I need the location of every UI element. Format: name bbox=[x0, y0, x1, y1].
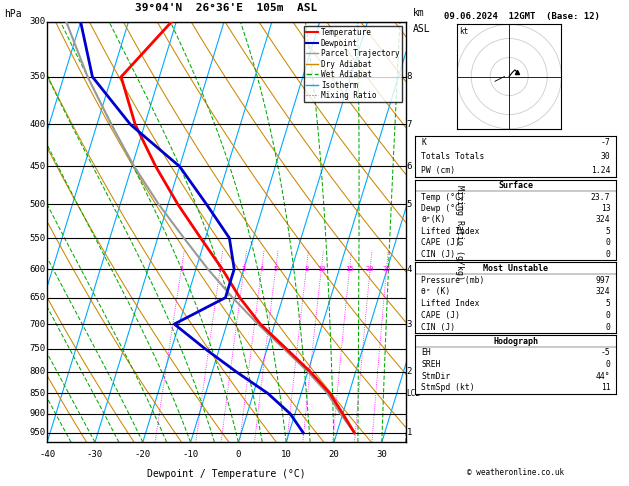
Text: 2: 2 bbox=[406, 367, 412, 376]
Text: 324: 324 bbox=[596, 287, 610, 296]
Text: StmDir: StmDir bbox=[421, 372, 450, 381]
Text: 11: 11 bbox=[601, 383, 610, 392]
Text: 0: 0 bbox=[606, 250, 610, 259]
Text: 300: 300 bbox=[30, 17, 45, 26]
Text: 5: 5 bbox=[274, 266, 278, 272]
Text: 3: 3 bbox=[242, 266, 246, 272]
Text: 8: 8 bbox=[406, 72, 412, 81]
Text: 39°04'N  26°36'E  105m  ASL: 39°04'N 26°36'E 105m ASL bbox=[135, 3, 318, 13]
Text: -40: -40 bbox=[39, 450, 55, 459]
Text: 750: 750 bbox=[30, 344, 45, 353]
Text: 30: 30 bbox=[376, 450, 387, 459]
Text: hPa: hPa bbox=[4, 9, 21, 19]
Text: -10: -10 bbox=[182, 450, 199, 459]
Text: 0: 0 bbox=[606, 238, 610, 247]
Text: 8: 8 bbox=[304, 266, 308, 272]
Text: CAPE (J): CAPE (J) bbox=[421, 311, 460, 320]
Text: Hodograph: Hodograph bbox=[493, 337, 538, 346]
Text: Totals Totals: Totals Totals bbox=[421, 152, 484, 161]
Text: -7: -7 bbox=[601, 139, 610, 147]
Text: 0: 0 bbox=[606, 311, 610, 320]
Text: -20: -20 bbox=[135, 450, 151, 459]
Legend: Temperature, Dewpoint, Parcel Trajectory, Dry Adiabat, Wet Adiabat, Isotherm, Mi: Temperature, Dewpoint, Parcel Trajectory… bbox=[304, 26, 402, 103]
Text: 0: 0 bbox=[606, 360, 610, 369]
Text: 997: 997 bbox=[596, 276, 610, 285]
Text: 800: 800 bbox=[30, 367, 45, 376]
Text: 25: 25 bbox=[382, 266, 391, 272]
Text: 900: 900 bbox=[30, 409, 45, 418]
Text: 700: 700 bbox=[30, 320, 45, 329]
Text: © weatheronline.co.uk: © weatheronline.co.uk bbox=[467, 468, 564, 477]
Text: km: km bbox=[413, 8, 425, 18]
Text: 2: 2 bbox=[218, 266, 222, 272]
Text: 550: 550 bbox=[30, 234, 45, 243]
Text: 23.7: 23.7 bbox=[591, 192, 610, 202]
Text: θᵉ(K): θᵉ(K) bbox=[421, 215, 445, 225]
Text: 500: 500 bbox=[30, 200, 45, 208]
Text: -30: -30 bbox=[87, 450, 103, 459]
Text: ASL: ASL bbox=[413, 24, 431, 35]
Text: 13: 13 bbox=[601, 204, 610, 213]
Text: 30: 30 bbox=[601, 152, 610, 161]
Text: 15: 15 bbox=[345, 266, 353, 272]
Text: 7: 7 bbox=[406, 120, 412, 129]
Text: 5: 5 bbox=[606, 227, 610, 236]
Text: EH: EH bbox=[421, 348, 431, 357]
Text: 4: 4 bbox=[406, 264, 412, 274]
Text: 5: 5 bbox=[606, 299, 610, 308]
Text: 850: 850 bbox=[30, 389, 45, 398]
Text: 20: 20 bbox=[328, 450, 340, 459]
Text: 5: 5 bbox=[406, 200, 412, 208]
Text: 350: 350 bbox=[30, 72, 45, 81]
Text: 44°: 44° bbox=[596, 372, 610, 381]
Text: Lifted Index: Lifted Index bbox=[421, 227, 480, 236]
Text: 0: 0 bbox=[236, 450, 241, 459]
Text: CIN (J): CIN (J) bbox=[421, 250, 455, 259]
Text: 400: 400 bbox=[30, 120, 45, 129]
Text: LCL: LCL bbox=[406, 389, 420, 398]
Text: SREH: SREH bbox=[421, 360, 441, 369]
Text: Pressure (mb): Pressure (mb) bbox=[421, 276, 484, 285]
Text: K: K bbox=[421, 139, 426, 147]
Text: 600: 600 bbox=[30, 264, 45, 274]
Text: θᵉ (K): θᵉ (K) bbox=[421, 287, 450, 296]
Text: 450: 450 bbox=[30, 162, 45, 171]
Text: kt: kt bbox=[459, 27, 468, 36]
Text: 1: 1 bbox=[179, 266, 184, 272]
Text: 4: 4 bbox=[260, 266, 264, 272]
Text: 650: 650 bbox=[30, 293, 45, 302]
Text: 324: 324 bbox=[596, 215, 610, 225]
Text: 20: 20 bbox=[366, 266, 374, 272]
Text: Temp (°C): Temp (°C) bbox=[421, 192, 465, 202]
Text: 6: 6 bbox=[406, 162, 412, 171]
Text: Lifted Index: Lifted Index bbox=[421, 299, 480, 308]
Text: 950: 950 bbox=[30, 429, 45, 437]
Text: Most Unstable: Most Unstable bbox=[483, 264, 548, 273]
Text: CAPE (J): CAPE (J) bbox=[421, 238, 460, 247]
Text: 10: 10 bbox=[281, 450, 292, 459]
Text: 1.24: 1.24 bbox=[591, 166, 610, 175]
Text: 1: 1 bbox=[406, 429, 412, 437]
Text: -5: -5 bbox=[601, 348, 610, 357]
Text: 10: 10 bbox=[317, 266, 326, 272]
Text: Dewp (°C): Dewp (°C) bbox=[421, 204, 465, 213]
Text: 0: 0 bbox=[606, 323, 610, 331]
Text: CIN (J): CIN (J) bbox=[421, 323, 455, 331]
Text: 09.06.2024  12GMT  (Base: 12): 09.06.2024 12GMT (Base: 12) bbox=[444, 12, 600, 21]
Text: Mixing Ratio (g/kg): Mixing Ratio (g/kg) bbox=[455, 185, 464, 279]
Text: 3: 3 bbox=[406, 320, 412, 329]
Text: Surface: Surface bbox=[498, 181, 533, 190]
Text: Dewpoint / Temperature (°C): Dewpoint / Temperature (°C) bbox=[147, 469, 306, 479]
Text: StmSpd (kt): StmSpd (kt) bbox=[421, 383, 475, 392]
Text: PW (cm): PW (cm) bbox=[421, 166, 455, 175]
